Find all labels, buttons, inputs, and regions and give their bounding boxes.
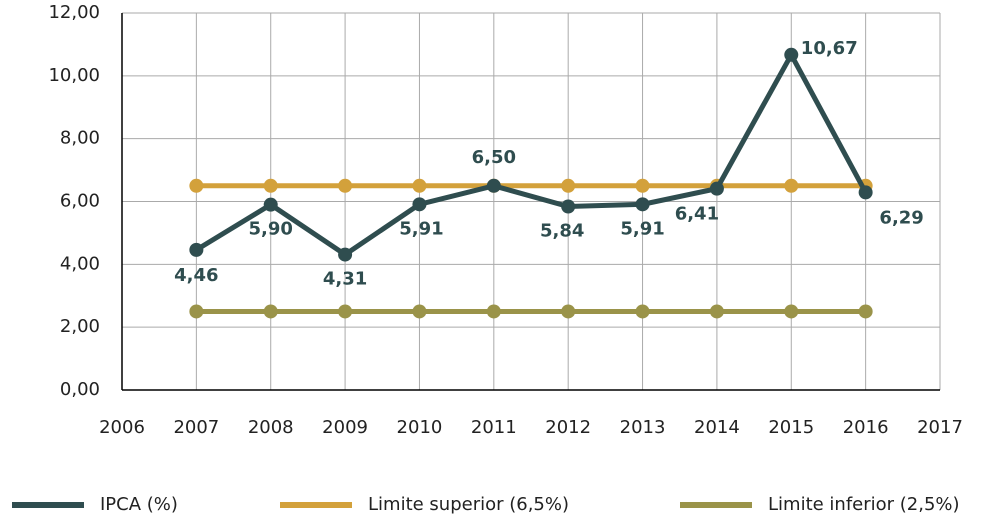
x-tick-label: 2006 (99, 417, 145, 438)
point (263, 178, 278, 193)
x-tick-label: 2014 (694, 417, 740, 438)
value-label: 10,67 (801, 38, 858, 59)
point (709, 181, 724, 196)
value-label: 5,91 (620, 218, 664, 239)
value-label: 4,31 (323, 269, 367, 290)
value-label: 6,50 (472, 147, 516, 168)
point (858, 185, 873, 200)
y-tick-label: 4,00 (60, 253, 100, 274)
value-label: 5,91 (399, 218, 443, 239)
legend-label: Limite inferior (2,5%) (768, 494, 960, 515)
x-tick-label: 2008 (248, 417, 294, 438)
point (635, 178, 650, 193)
series-line (195, 49, 868, 258)
point (635, 197, 650, 212)
point (709, 304, 724, 319)
point (412, 197, 427, 212)
x-tick-label: 2017 (917, 417, 963, 438)
value-label: 6,29 (879, 207, 923, 228)
y-tick-label: 0,00 (60, 379, 100, 400)
y-tick-label: 8,00 (60, 128, 100, 149)
x-tick-label: 2012 (545, 417, 591, 438)
point (338, 247, 353, 262)
legend-label: IPCA (%) (100, 494, 178, 515)
y-tick-label: 12,00 (48, 2, 100, 23)
value-label: 5,90 (249, 219, 293, 240)
point (412, 304, 427, 319)
point (784, 178, 799, 193)
x-tick-label: 2010 (397, 417, 443, 438)
point (784, 47, 799, 62)
point (635, 304, 650, 319)
point (189, 304, 204, 319)
value-label: 4,46 (174, 265, 218, 286)
x-tick-label: 2013 (620, 417, 666, 438)
point (486, 304, 501, 319)
point (338, 304, 353, 319)
point (561, 178, 576, 193)
point (561, 199, 576, 214)
value-label: 5,84 (540, 221, 584, 242)
y-tick-label: 6,00 (60, 191, 100, 212)
point (338, 178, 353, 193)
point (263, 304, 278, 319)
point (784, 304, 799, 319)
y-tick-label: 10,00 (48, 65, 100, 86)
point (263, 197, 278, 212)
x-tick-label: 2015 (768, 417, 814, 438)
legend-label: Limite superior (6,5%) (368, 494, 569, 515)
point (189, 178, 204, 193)
point (486, 178, 501, 193)
x-tick-label: 2007 (173, 417, 219, 438)
value-label: 6,41 (675, 204, 719, 225)
x-tick-label: 2016 (843, 417, 889, 438)
y-tick-label: 2,00 (60, 316, 100, 337)
point (189, 242, 204, 257)
point (412, 178, 427, 193)
x-tick-label: 2011 (471, 417, 517, 438)
point (858, 304, 873, 319)
x-tick-label: 2009 (322, 417, 368, 438)
point (561, 304, 576, 319)
